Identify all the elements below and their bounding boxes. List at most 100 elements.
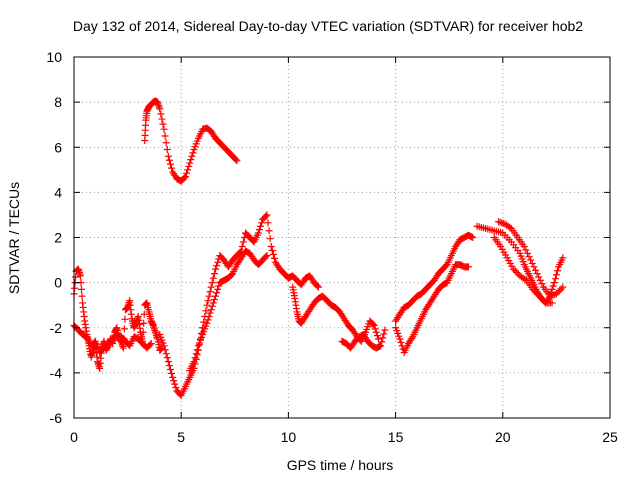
data-point	[233, 157, 241, 165]
data-point-interp	[120, 325, 128, 333]
data-point-interp	[161, 132, 169, 140]
data-point	[533, 270, 541, 278]
data-point-interp	[238, 243, 246, 251]
data-point-interp	[157, 110, 165, 118]
data-point-interp	[78, 292, 86, 300]
data-point-interp	[538, 280, 546, 288]
data-point	[207, 283, 215, 291]
data-point-interp	[373, 332, 381, 340]
data-point-interp	[239, 238, 247, 246]
chart-title: Day 132 of 2014, Sidereal Day-to-day VTE…	[73, 18, 583, 34]
x-tick-label: 20	[495, 429, 511, 445]
data-point-interp	[208, 279, 216, 287]
series-1	[70, 265, 166, 372]
data-point-interp	[554, 288, 562, 296]
data-point-interp	[162, 350, 170, 358]
data-point-interp	[214, 258, 222, 266]
data-point	[314, 283, 322, 291]
data-point-interp	[185, 162, 193, 170]
data-point	[381, 326, 389, 334]
data-point-interp	[549, 282, 557, 290]
data-point-interp	[397, 338, 405, 346]
data-point-interp	[534, 290, 542, 298]
data-point-interp	[269, 250, 277, 258]
y-tick-label: -2	[50, 320, 63, 336]
data-point-interp	[535, 273, 543, 281]
data-point-interp	[532, 289, 540, 297]
data-point	[520, 243, 528, 251]
data-point-interp	[187, 156, 195, 164]
data-point-interp	[140, 319, 148, 327]
data-point-interp	[146, 341, 154, 349]
series-11	[490, 234, 556, 307]
x-axis-label: GPS time / hours	[287, 457, 394, 473]
data-point-interp	[553, 267, 561, 275]
data-point-interp	[202, 307, 210, 315]
series-10	[495, 218, 567, 300]
data-point-interp	[78, 285, 86, 293]
data-point-interp	[121, 315, 129, 323]
data-point-interp	[180, 174, 188, 182]
data-point-interp	[536, 276, 544, 284]
data-point	[212, 292, 220, 300]
data-point	[160, 125, 168, 133]
data-point-interp	[511, 267, 519, 275]
data-point	[559, 283, 567, 291]
data-point-interp	[268, 246, 276, 254]
data-point-interp	[188, 152, 196, 160]
data-point-interp	[522, 246, 530, 254]
data-point-interp	[232, 156, 240, 164]
data-point-interp	[371, 325, 379, 333]
data-point-interp	[168, 369, 176, 377]
series-8	[392, 261, 472, 357]
y-tick-label: 2	[54, 230, 62, 246]
data-point-interp	[525, 253, 533, 261]
data-point-interp	[557, 285, 565, 293]
series-3	[156, 211, 322, 399]
data-point-interp	[506, 223, 514, 231]
data-point-interp	[257, 222, 265, 230]
data-point	[396, 335, 404, 343]
data-point-interp	[206, 309, 214, 317]
data-point	[181, 173, 189, 181]
axis-ticks: 0 5 10 15 20 25 -6 -4 -2 0 2 4 6 8 10	[46, 49, 618, 445]
data-point	[169, 373, 177, 381]
grid	[74, 57, 610, 418]
data-point-interp	[530, 263, 538, 271]
x-tick-label: 5	[177, 429, 185, 445]
data-point-interp	[210, 270, 218, 278]
data-point-interp	[537, 294, 545, 302]
data-point	[370, 321, 378, 329]
data-point-interp	[264, 219, 272, 227]
data-point-interp	[556, 287, 564, 295]
data-point-interp	[171, 380, 179, 388]
series-7	[392, 231, 477, 325]
data-point-interp	[313, 282, 321, 290]
y-tick-label: -6	[50, 410, 63, 426]
data-point-interp	[551, 275, 559, 283]
x-tick-label: 10	[281, 429, 297, 445]
data-point	[469, 234, 477, 241]
data-marks	[70, 97, 567, 399]
data-point-interp	[184, 166, 192, 174]
data-point-interp	[191, 354, 199, 362]
data-point	[254, 229, 262, 237]
data-point	[186, 159, 194, 167]
data-point-interp	[172, 384, 180, 392]
data-point	[552, 290, 560, 298]
data-point	[203, 301, 211, 309]
data-point-interp	[521, 275, 529, 283]
data-point-interp	[270, 254, 278, 262]
y-tick-label: 6	[54, 139, 62, 155]
data-point-interp	[205, 292, 213, 300]
data-point-interp	[193, 346, 201, 354]
data-point-interp	[513, 268, 521, 276]
data-point-interp	[204, 316, 212, 324]
data-point	[212, 265, 220, 273]
data-point	[529, 285, 537, 293]
data-point	[160, 342, 168, 350]
data-point-interp	[189, 149, 197, 157]
data-point-interp	[214, 285, 222, 293]
